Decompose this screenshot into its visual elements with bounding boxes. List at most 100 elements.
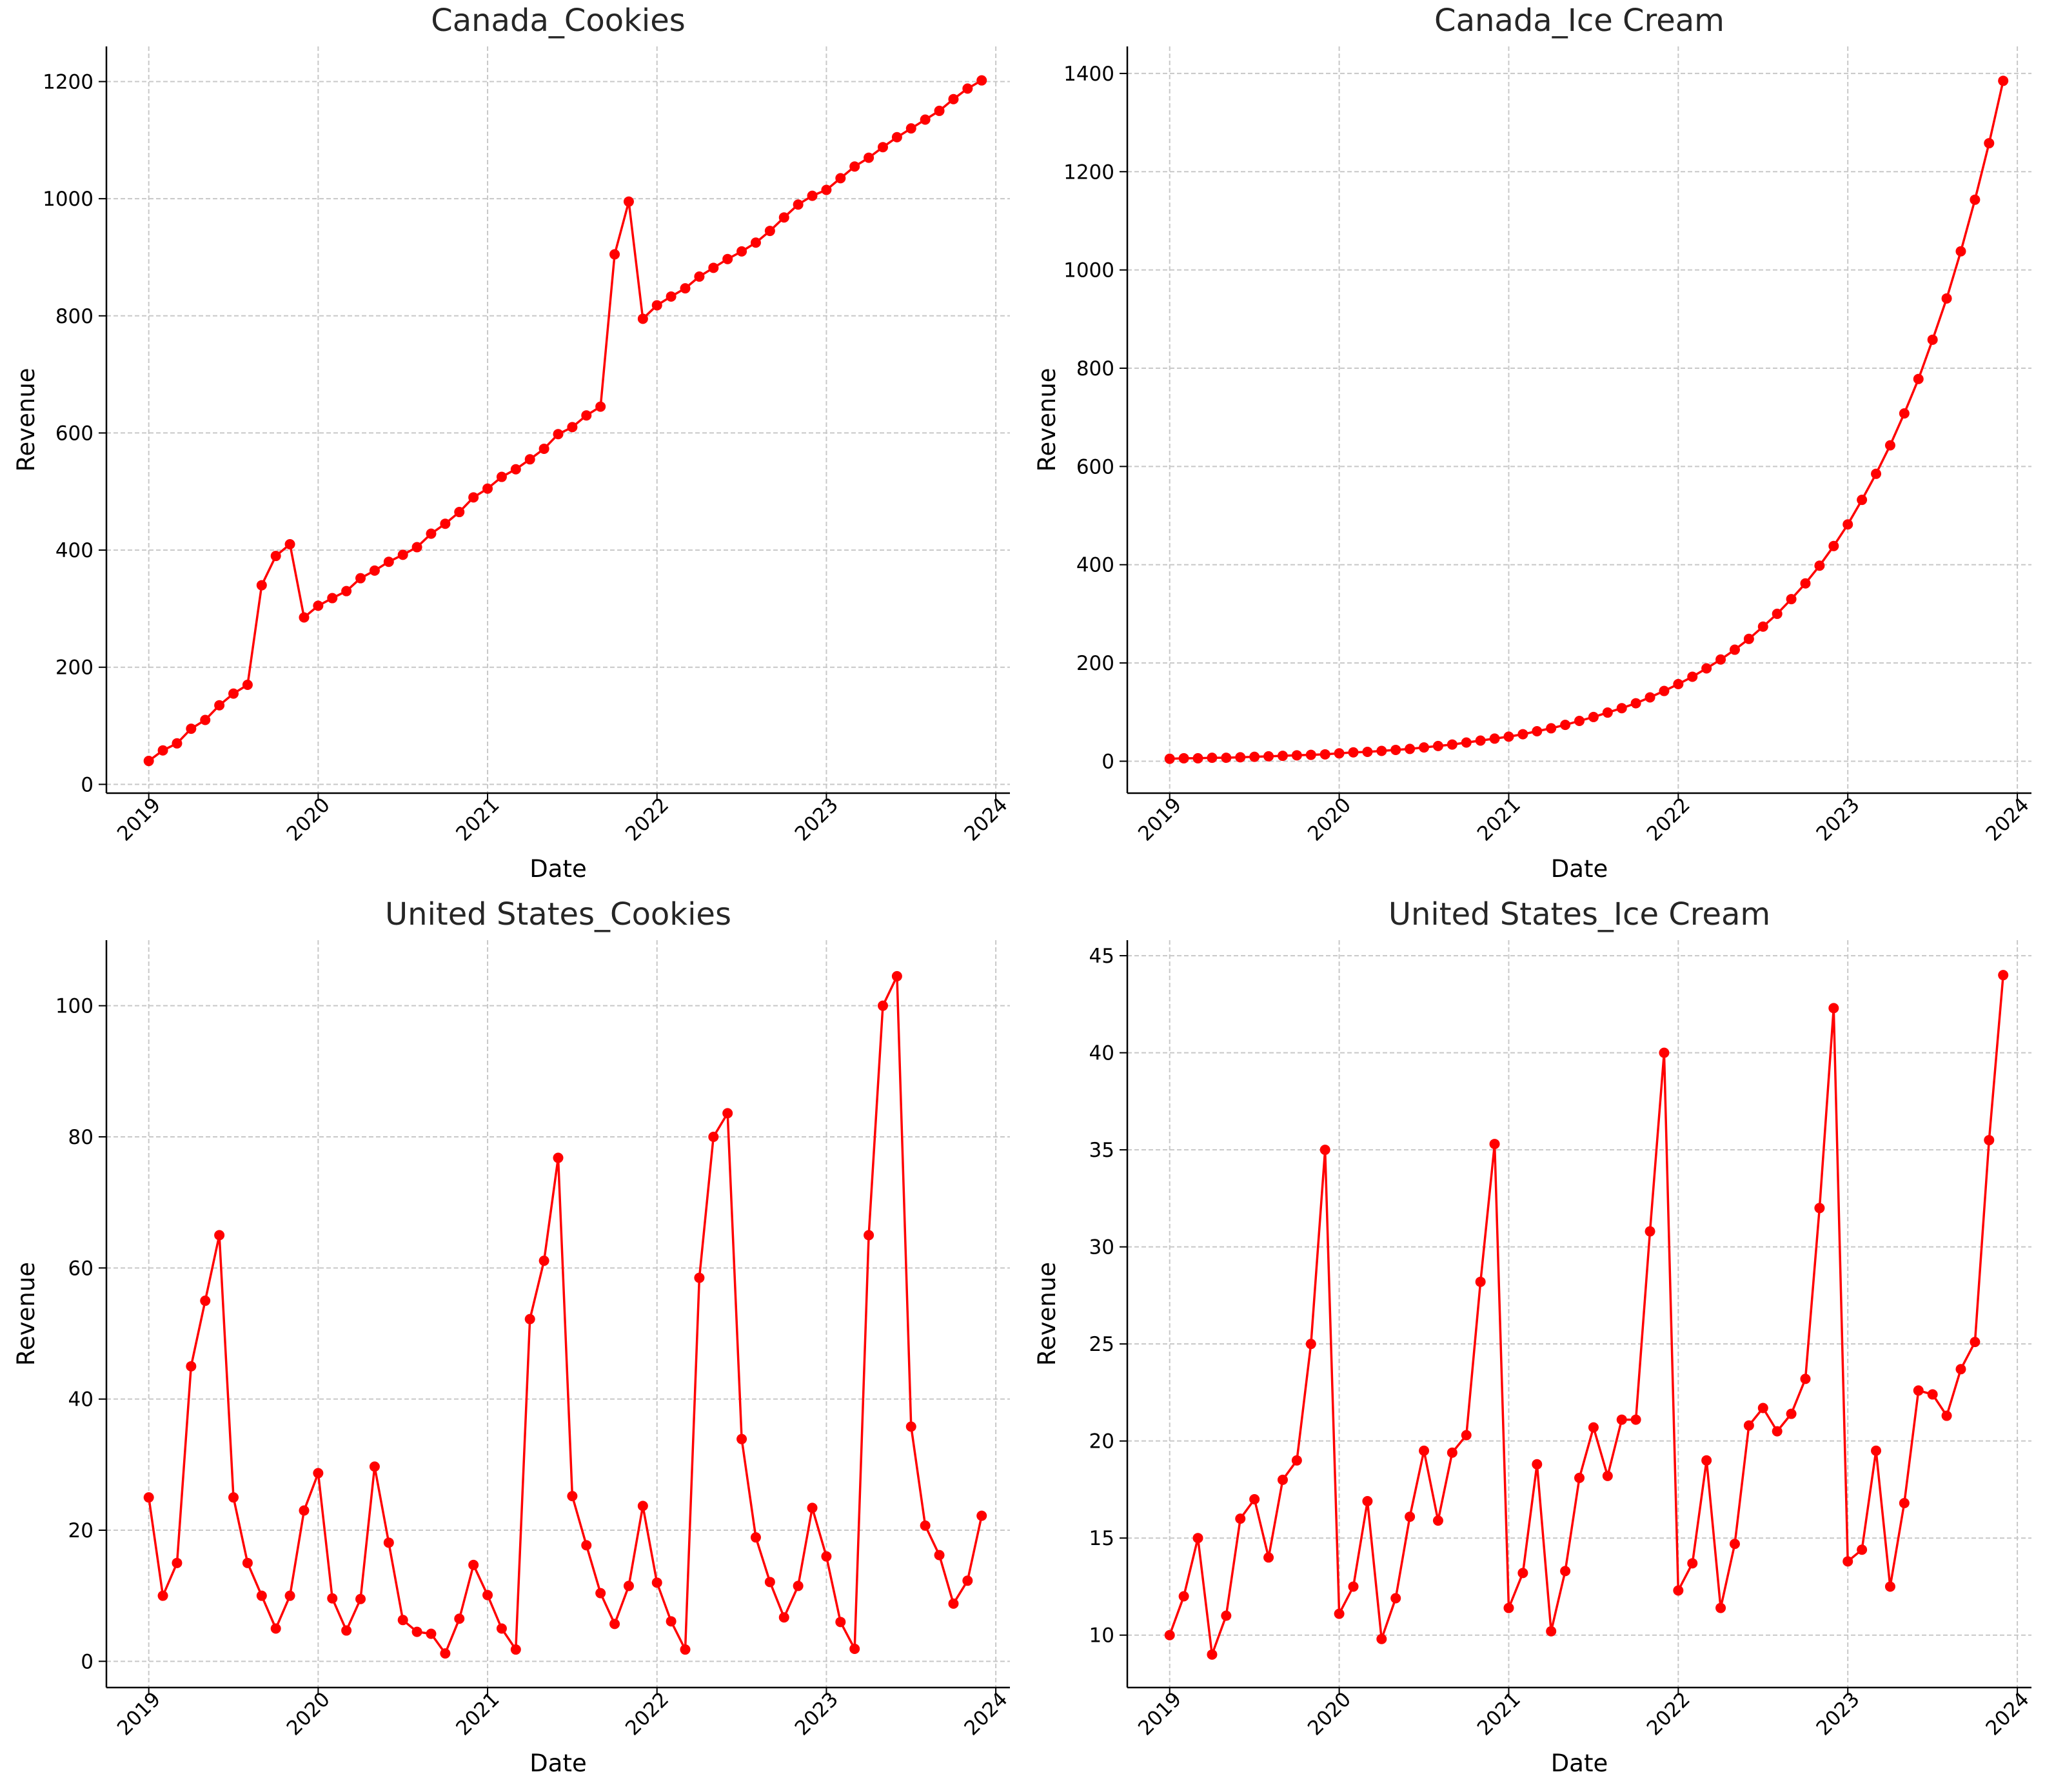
data-point — [821, 184, 832, 195]
data-point — [1305, 749, 1316, 760]
y-tick-label: 400 — [1076, 554, 1114, 577]
data-point — [1517, 729, 1528, 740]
data-point — [468, 492, 479, 503]
x-tick-label: 2022 — [621, 1688, 673, 1740]
data-point — [1461, 737, 1472, 748]
x-tick-label: 2022 — [1643, 793, 1695, 845]
data-point — [1913, 373, 1924, 384]
data-point — [1814, 560, 1825, 571]
data-point — [553, 429, 564, 440]
data-point — [595, 401, 606, 412]
data-point — [877, 1000, 888, 1011]
data-point — [510, 464, 521, 475]
y-axis-label: Revenue — [12, 1262, 40, 1366]
data-point — [1955, 1364, 1966, 1375]
data-point — [750, 237, 761, 248]
data-point — [1207, 753, 1218, 763]
data-point — [426, 1628, 437, 1639]
data-point — [172, 738, 183, 749]
x-tick-label: 2024 — [1981, 1688, 2033, 1740]
y-axis-label: Revenue — [12, 368, 40, 471]
data-point — [1616, 1414, 1627, 1425]
data-point — [1645, 1226, 1655, 1237]
data-point — [1998, 75, 2009, 86]
data-point — [821, 1551, 832, 1562]
data-point — [1757, 1403, 1768, 1413]
data-point — [708, 1132, 719, 1142]
y-tick-label: 800 — [1076, 357, 1114, 380]
data-point — [1659, 1047, 1670, 1058]
data-point — [1489, 733, 1500, 744]
data-point — [1871, 468, 1882, 479]
data-point — [778, 212, 789, 223]
data-point — [1419, 1445, 1430, 1456]
data-point — [482, 483, 493, 494]
y-tick-label: 35 — [1089, 1139, 1114, 1162]
data-point — [905, 123, 916, 134]
data-point — [1235, 752, 1246, 763]
data-point — [962, 83, 973, 94]
data-point — [1546, 723, 1557, 734]
x-tick-label: 2024 — [960, 793, 1012, 845]
data-point — [1390, 1593, 1401, 1604]
data-point — [1164, 1630, 1175, 1640]
data-point — [934, 1550, 945, 1561]
data-point — [651, 1577, 662, 1588]
data-point — [1362, 747, 1373, 758]
data-point — [1786, 1408, 1797, 1419]
data-point — [567, 1491, 578, 1502]
data-point — [722, 1108, 733, 1119]
y-tick-label: 600 — [1076, 455, 1114, 478]
data-point — [722, 253, 733, 264]
data-point — [1390, 744, 1401, 755]
data-point — [440, 1648, 451, 1659]
data-point — [1927, 1389, 1938, 1400]
data-point — [934, 105, 945, 116]
chart-panel-1: 0 200 400 600 800 1000 1200 2019 2020 2021 2022 202… — [12, 3, 1013, 883]
data-point — [1447, 1447, 1457, 1458]
data-point — [1447, 739, 1457, 750]
x-axis-label: Date — [1551, 855, 1608, 883]
data-point — [1291, 1455, 1302, 1466]
data-point — [1532, 1459, 1543, 1470]
data-point — [1899, 1498, 1910, 1509]
data-point — [1701, 663, 1712, 674]
data-point — [1362, 1496, 1373, 1507]
y-axis-label: Revenue — [1033, 368, 1061, 471]
data-point — [793, 199, 804, 210]
data-point — [793, 1580, 804, 1591]
x-tick-label: 2022 — [621, 793, 673, 845]
data-point — [538, 443, 549, 454]
data-point — [1475, 1276, 1486, 1287]
data-point — [468, 1559, 479, 1570]
data-point — [1842, 1556, 1853, 1567]
data-point — [1192, 1533, 1203, 1544]
data-point — [228, 688, 239, 699]
data-point — [1814, 1203, 1825, 1214]
data-point — [920, 114, 931, 125]
data-point — [426, 528, 437, 539]
data-point — [397, 1615, 408, 1626]
chart-title: Canada_Cookies — [431, 3, 686, 39]
data-point — [1955, 246, 1966, 257]
data-point — [1828, 540, 1839, 551]
y-tick-label: 0 — [1102, 750, 1114, 773]
data-point — [1715, 654, 1726, 665]
data-point — [1560, 1566, 1571, 1577]
data-point — [694, 1272, 705, 1283]
x-tick-label: 2019 — [113, 793, 165, 845]
x-tick-label: 2022 — [1643, 1688, 1695, 1740]
data-point — [242, 1557, 253, 1568]
x-tick-label: 2023 — [1812, 1688, 1864, 1740]
data-point — [1235, 1513, 1246, 1524]
data-point — [920, 1520, 931, 1531]
data-point — [1319, 1145, 1330, 1156]
data-point — [186, 724, 197, 734]
y-tick-label: 20 — [1089, 1430, 1114, 1453]
data-point — [891, 970, 902, 981]
data-point — [1263, 1552, 1274, 1563]
data-point — [1687, 671, 1698, 682]
data-point — [1842, 519, 1853, 530]
data-point — [976, 1510, 987, 1521]
